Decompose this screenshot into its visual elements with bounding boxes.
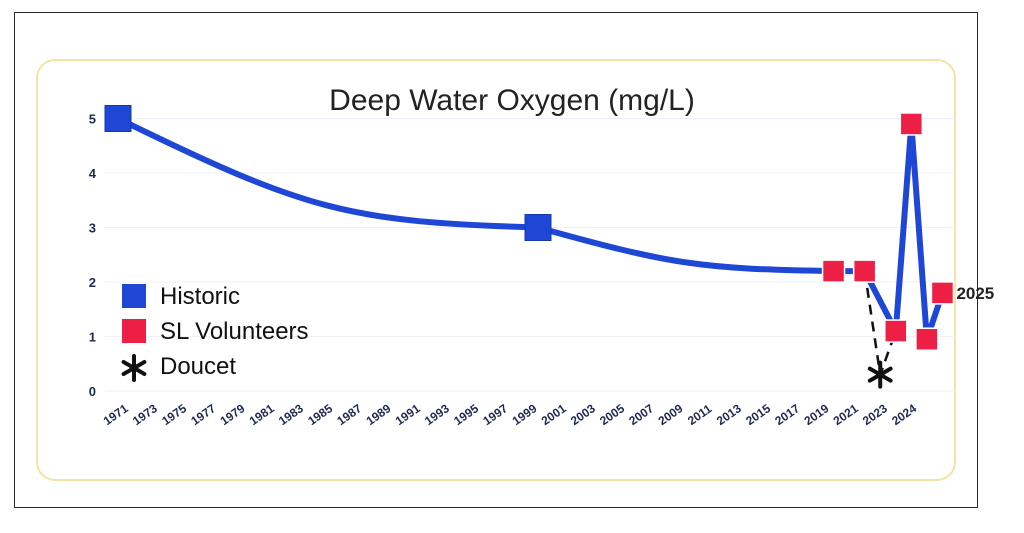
y-tick-label: 4 — [89, 166, 97, 181]
historic-marker — [104, 105, 132, 132]
legend-label: Historic — [160, 283, 240, 310]
legend-swatch — [122, 284, 146, 308]
data-markers — [104, 105, 955, 389]
chart-panel — [36, 59, 956, 481]
chart-title: Deep Water Oxygen (mg/L) — [329, 84, 695, 117]
asterisk-stroke — [121, 360, 147, 376]
sl-volunteers-marker — [852, 259, 877, 283]
annotations: 2025 — [956, 284, 994, 303]
y-tick-label: 3 — [89, 221, 96, 236]
y-tick-label: 1 — [89, 330, 96, 345]
sl-volunteers-marker — [884, 319, 908, 343]
legend-asterisk — [121, 354, 147, 382]
legend-label: SL Volunteers — [160, 318, 309, 345]
sl-volunteers-marker — [930, 281, 955, 305]
gridlines — [105, 118, 955, 392]
sl-volunteers-marker — [899, 112, 924, 136]
y-tick-label: 2 — [89, 275, 96, 290]
y-tick-label: 0 — [89, 384, 96, 399]
y-axis-ticks: 0 1 2 3 4 5 — [89, 112, 97, 400]
sl-volunteers-marker — [821, 259, 846, 283]
legend: Historic SL Volunteers Doucet — [121, 283, 309, 382]
year-annotation: 2025 — [956, 284, 994, 303]
historic-marker — [524, 214, 552, 241]
legend-swatch — [122, 319, 146, 343]
asterisk-stroke — [867, 366, 893, 383]
sl-volunteers-marker — [915, 327, 939, 351]
y-tick-label: 5 — [89, 112, 96, 127]
legend-label: Doucet — [160, 353, 236, 380]
doucet-marker — [867, 360, 893, 389]
